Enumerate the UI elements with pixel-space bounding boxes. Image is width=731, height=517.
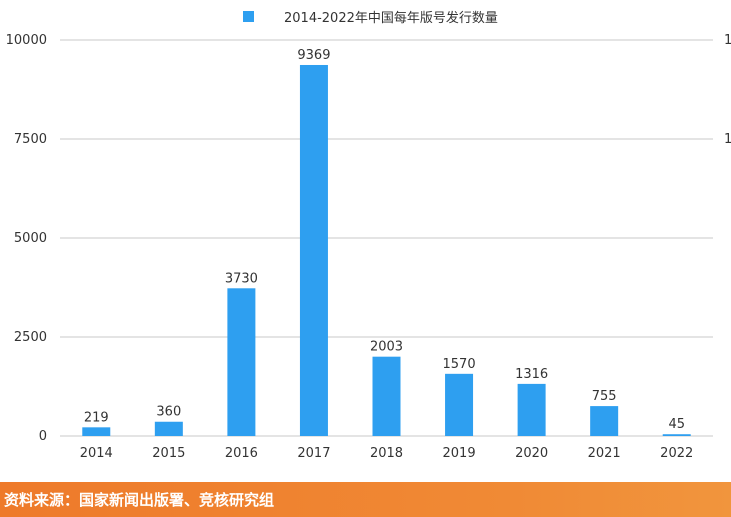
source-footer: 资料来源：国家新闻出版署、竞核研究组 xyxy=(0,482,731,517)
y-tick-label: 7500 xyxy=(14,132,47,147)
source-text: 资料来源：国家新闻出版署、竞核研究组 xyxy=(4,491,275,509)
y-tick-label: 10000 xyxy=(6,33,47,48)
data-label: 3730 xyxy=(225,271,258,286)
data-label: 1570 xyxy=(443,357,476,372)
legend-label: 2014-2022年中国每年版号发行数量 xyxy=(284,10,498,26)
bar xyxy=(82,427,111,436)
bar xyxy=(445,373,474,436)
x-tick-label: 2019 xyxy=(443,446,476,461)
x-tick-label: 2015 xyxy=(152,446,185,461)
data-label: 1316 xyxy=(515,367,548,382)
x-tick-label: 2020 xyxy=(515,446,548,461)
data-label: 360 xyxy=(156,405,181,420)
y-tick-label: 5000 xyxy=(14,231,47,246)
chart-area: 0 2500 5000 7500 10000 1 1 219 2014 360 2015 3730 20… xyxy=(6,6,731,461)
x-tick-label: 2017 xyxy=(297,446,330,461)
bar-chart: 0 2500 5000 7500 10000 1 1 219 2014 360 2015 3730 20… xyxy=(6,33,731,461)
bar xyxy=(590,406,619,436)
data-label: 219 xyxy=(84,410,109,425)
legend: 2014-2022年中国每年版号发行数量 xyxy=(243,6,498,26)
x-tick-label: 2021 xyxy=(588,446,621,461)
x-tick-label: 2018 xyxy=(370,446,403,461)
right-axis-tick-label: 1 xyxy=(724,33,731,48)
bar xyxy=(299,64,328,436)
x-tick-label: 2016 xyxy=(225,446,258,461)
y-tick-label: 0 xyxy=(39,429,47,444)
x-tick-label: 2014 xyxy=(80,446,113,461)
data-label: 9369 xyxy=(297,48,330,63)
x-tick-label: 2022 xyxy=(660,446,693,461)
y-tick-label: 2500 xyxy=(14,330,47,345)
bar xyxy=(517,383,546,436)
bar xyxy=(227,288,256,436)
data-label: 2003 xyxy=(370,340,403,355)
legend-swatch xyxy=(243,10,254,22)
right-axis-tick-label: 1 xyxy=(724,132,731,147)
data-label: 755 xyxy=(592,389,617,404)
bar xyxy=(662,434,691,436)
bar xyxy=(372,356,401,436)
data-label: 45 xyxy=(668,417,685,432)
bar xyxy=(154,421,183,436)
